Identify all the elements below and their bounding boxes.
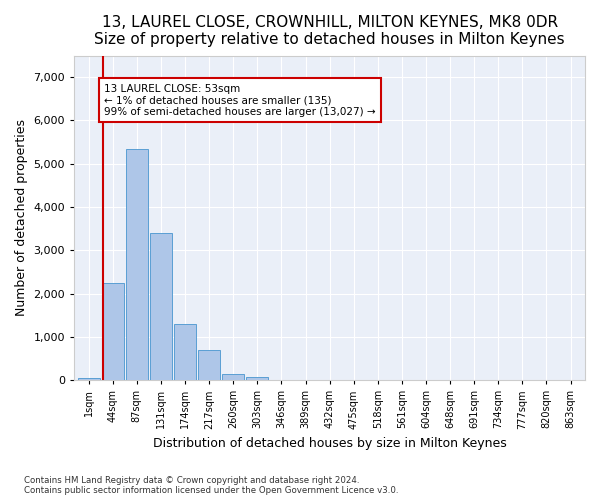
X-axis label: Distribution of detached houses by size in Milton Keynes: Distribution of detached houses by size … <box>153 437 506 450</box>
Bar <box>126 148 148 380</box>
Text: 13 LAUREL CLOSE: 53sqm
← 1% of detached houses are smaller (135)
99% of semi-det: 13 LAUREL CLOSE: 53sqm ← 1% of detached … <box>104 84 376 117</box>
Bar <box>247 377 268 380</box>
Bar <box>198 350 220 380</box>
Bar <box>102 283 124 380</box>
Bar <box>150 233 172 380</box>
Text: Contains HM Land Registry data © Crown copyright and database right 2024.
Contai: Contains HM Land Registry data © Crown c… <box>24 476 398 495</box>
Bar <box>78 378 100 380</box>
Y-axis label: Number of detached properties: Number of detached properties <box>15 120 28 316</box>
Bar <box>174 324 196 380</box>
Title: 13, LAUREL CLOSE, CROWNHILL, MILTON KEYNES, MK8 0DR
Size of property relative to: 13, LAUREL CLOSE, CROWNHILL, MILTON KEYN… <box>94 15 565 48</box>
Bar <box>223 374 244 380</box>
